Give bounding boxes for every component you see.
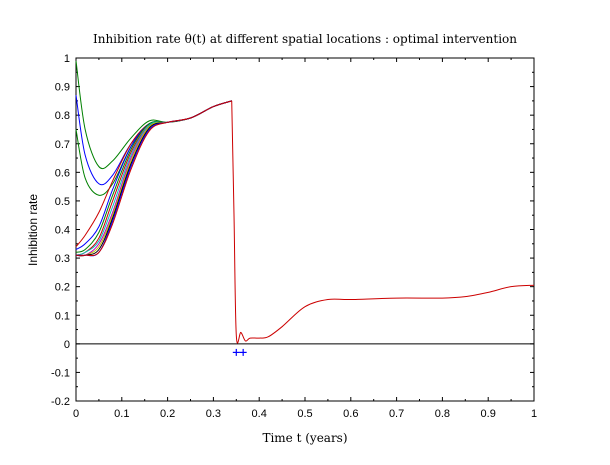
y-tick-label-4: 0.2 (55, 282, 70, 294)
x-tick-label-1: 0.1 (114, 408, 129, 420)
series-line-13 (231, 100, 535, 344)
marker-0 (232, 348, 240, 356)
plot-frame (75, 57, 535, 402)
y-tick-label-12: 1 (64, 53, 70, 65)
y-tick-label-2: 0 (64, 339, 70, 351)
markers-group (232, 348, 247, 356)
y-tick-label-8: 0.6 (55, 167, 70, 179)
y-tick-label-6: 0.4 (55, 225, 70, 237)
series-group (75, 60, 535, 344)
y-tick-label-3: 0.1 (55, 310, 70, 322)
y-tick-label-10: 0.8 (55, 110, 70, 122)
x-tick-label-4: 0.4 (252, 408, 267, 420)
y-tick-label-5: 0.3 (55, 253, 70, 265)
x-axis-title: Time t (years) (262, 431, 347, 445)
marker-1 (239, 348, 247, 356)
x-tick-label-8: 0.8 (435, 408, 450, 420)
x-tick-label-5: 0.5 (297, 408, 312, 420)
series-line-12 (75, 100, 232, 257)
y-tick-label-1: -0.1 (51, 367, 70, 379)
y-axis-title: Inhibition rate (26, 194, 40, 266)
x-tick-label-0: 0 (73, 408, 79, 420)
x-tick-label-2: 0.2 (160, 408, 175, 420)
x-tick-label-9: 0.9 (481, 408, 496, 420)
x-tick-label-7: 0.7 (389, 408, 404, 420)
y-tick-label-0: -0.2 (51, 396, 70, 408)
x-tick-label-10: 1 (531, 408, 537, 420)
series-line-2 (75, 100, 232, 196)
x-tick-label-6: 0.6 (343, 408, 358, 420)
y-tick-label-9: 0.7 (55, 139, 70, 151)
series-line-0 (75, 60, 232, 170)
axis-ticks: 0 0.1 0.2 0.3 0.4 0.5 0.6 0.7 0.8 0.9 1 -0.2 -0.1 0 0.… (51, 53, 537, 420)
x-tick-label-3: 0.3 (206, 408, 221, 420)
y-tick-label-11: 0.9 (55, 82, 70, 94)
chart-title: Inhibition rate θ(t) at different spatia… (93, 32, 517, 46)
y-tick-label-7: 0.5 (55, 196, 70, 208)
